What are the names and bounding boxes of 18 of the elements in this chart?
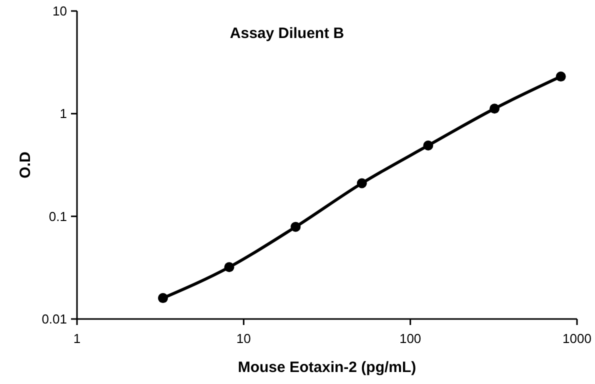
point: [490, 104, 500, 114]
x-tick-label: 100: [399, 331, 422, 346]
point: [423, 140, 434, 150]
point: [224, 262, 234, 272]
x-axis-title: Mouse Eotaxin-2 (pg/mL): [238, 359, 416, 376]
x-tick-label: 10: [236, 331, 251, 346]
y-tick-label: 0.1: [48, 208, 67, 224]
y-tick-label: 1: [60, 106, 67, 122]
y-axis-title: O.D: [17, 152, 34, 178]
y-tick-label: 0.01: [42, 312, 67, 327]
x-tick-label: 1: [73, 331, 81, 346]
x-tick-label: 1000: [562, 331, 592, 346]
text: Assay Diluent B: [230, 25, 344, 42]
point: [556, 72, 566, 82]
point: [290, 222, 301, 232]
y-tick-label: 10: [52, 4, 67, 19]
point: [158, 293, 168, 304]
point: [356, 178, 367, 188]
